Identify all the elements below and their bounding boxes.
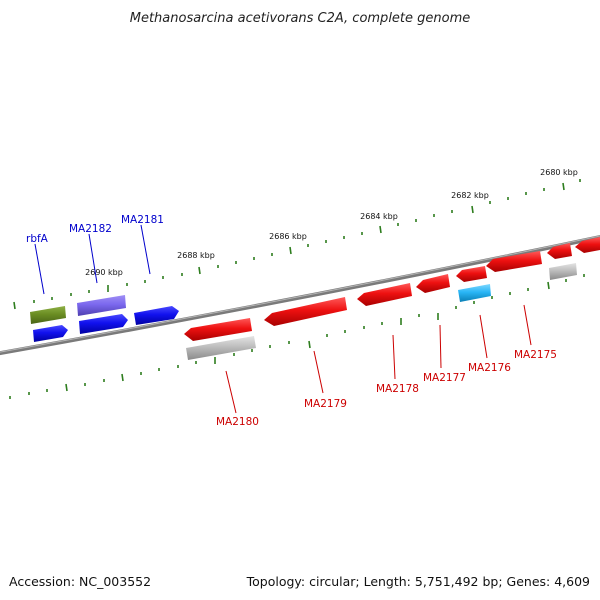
gene-labels: rbfA MA2182 MA2181 MA2180 MA2179 MA2178 … — [26, 214, 557, 428]
gene-label-MA2181[interactable]: MA2181 — [121, 214, 164, 226]
gene-MA2182[interactable] — [79, 314, 128, 334]
leader-MA2177 — [439, 324, 442, 369]
scale-label: 2684 kbp — [360, 212, 398, 221]
gray-feature-right[interactable] — [549, 263, 577, 280]
gene-MA2176[interactable] — [456, 266, 487, 282]
gene-right-1[interactable] — [547, 243, 572, 259]
gene-MA2182-feature[interactable] — [77, 295, 126, 316]
scale-label: 2680 kbp — [540, 168, 578, 177]
inner-scale-ticks — [9, 274, 585, 399]
gene-MA2179[interactable] — [264, 297, 347, 326]
leader-MA2182 — [88, 233, 98, 284]
leader-MA2181 — [140, 224, 151, 275]
forward-strand-features — [30, 263, 577, 342]
gene-label-MA2177[interactable]: MA2177 — [423, 372, 466, 384]
leader-MA2179 — [313, 350, 324, 394]
accession-label: Accession: NC_003552 — [9, 574, 151, 589]
map-title: Methanosarcina acetivorans C2A, complete… — [130, 11, 471, 26]
genome-backbone-highlight — [0, 235, 600, 353]
leader-MA2176 — [479, 314, 488, 359]
reverse-strand-features — [184, 237, 600, 360]
gene-MA2176-feature[interactable] — [458, 284, 491, 302]
gene-MA2175[interactable] — [486, 251, 542, 272]
gene-MA2178[interactable] — [357, 283, 412, 306]
gene-rbfA[interactable] — [33, 325, 68, 342]
genome-backbone — [0, 235, 600, 356]
leader-MA2178 — [392, 334, 396, 380]
gene-label-MA2180[interactable]: MA2180 — [216, 416, 259, 428]
gene-MA2181[interactable] — [134, 306, 179, 325]
label-leaders — [34, 224, 532, 414]
scale-label: 2682 kbp — [451, 191, 489, 200]
gene-label-MA2176[interactable]: MA2176 — [468, 362, 511, 374]
gene-label-MA2175[interactable]: MA2175 — [514, 349, 557, 361]
topology-label: Topology: circular; Length: 5,751,492 bp… — [246, 574, 590, 589]
gene-right-2[interactable] — [575, 237, 600, 253]
gene-MA2177[interactable] — [416, 274, 450, 293]
gene-label-MA2182[interactable]: MA2182 — [69, 223, 112, 235]
scale-labels: 2680 kbp 2682 kbp 2684 kbp 2686 kbp 2688… — [85, 168, 578, 277]
leader-MA2175 — [523, 304, 532, 346]
gene-rbfA-rrna[interactable] — [30, 306, 66, 324]
gene-label-MA2178[interactable]: MA2178 — [376, 383, 419, 395]
gene-MA2180-gray[interactable] — [186, 336, 256, 360]
scale-label: 2690 kbp — [85, 268, 123, 277]
scale-label: 2686 kbp — [269, 232, 307, 241]
leader-rbfA — [34, 243, 45, 295]
leader-MA2180 — [225, 370, 237, 414]
scale-label: 2688 kbp — [177, 251, 215, 260]
outer-scale-ticks — [13, 179, 581, 310]
gene-label-rbfA[interactable]: rbfA — [26, 233, 49, 245]
gene-MA2180[interactable] — [184, 318, 252, 341]
gene-label-MA2179[interactable]: MA2179 — [304, 398, 347, 410]
